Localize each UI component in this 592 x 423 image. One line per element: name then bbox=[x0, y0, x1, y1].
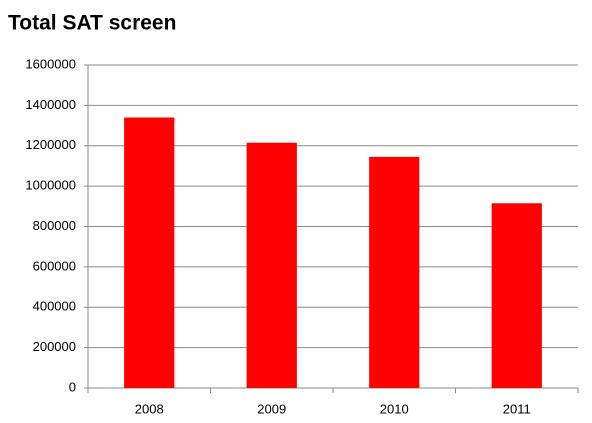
y-tick-label: 0 bbox=[69, 379, 76, 394]
bar bbox=[369, 156, 420, 388]
chart-title: Total SAT screen bbox=[8, 12, 176, 35]
bar bbox=[246, 142, 297, 388]
x-tick-label: 2011 bbox=[503, 401, 531, 416]
bar bbox=[124, 117, 175, 389]
y-tick-label: 200000 bbox=[33, 339, 76, 354]
y-tick-label: 600000 bbox=[33, 258, 76, 273]
y-tick-label: 400000 bbox=[33, 299, 76, 314]
x-tick-label: 2009 bbox=[257, 401, 286, 416]
y-tick-label: 1200000 bbox=[25, 137, 76, 152]
bar bbox=[491, 203, 542, 388]
y-tick-label: 800000 bbox=[33, 218, 76, 233]
y-tick-label: 1000000 bbox=[25, 178, 76, 193]
x-tick-label: 2010 bbox=[380, 401, 409, 416]
x-tick-label: 2008 bbox=[135, 401, 164, 416]
y-tick-label: 1400000 bbox=[25, 97, 76, 112]
y-tick-label: 1600000 bbox=[25, 56, 76, 71]
